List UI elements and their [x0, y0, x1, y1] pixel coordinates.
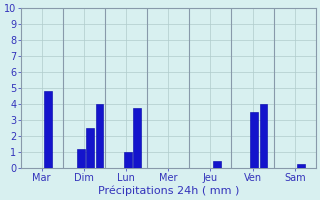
Bar — [96, 104, 103, 168]
Bar — [86, 128, 94, 168]
Bar — [260, 104, 267, 168]
Bar — [44, 91, 52, 168]
Bar — [77, 149, 85, 168]
X-axis label: Précipitations 24h ( mm ): Précipitations 24h ( mm ) — [98, 185, 239, 196]
Bar — [251, 112, 258, 168]
Bar — [213, 161, 220, 168]
Bar — [297, 164, 305, 168]
Bar — [124, 152, 132, 168]
Bar — [133, 108, 141, 168]
